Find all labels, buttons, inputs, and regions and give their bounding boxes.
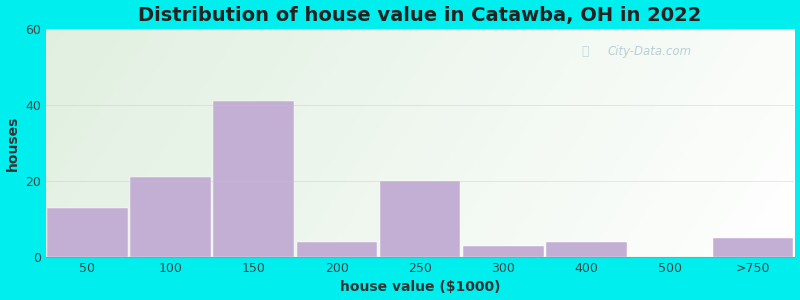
Title: Distribution of house value in Catawba, OH in 2022: Distribution of house value in Catawba, … — [138, 6, 702, 25]
Bar — [130, 177, 211, 257]
Y-axis label: houses: houses — [6, 115, 19, 171]
Bar — [297, 242, 378, 257]
Bar — [546, 242, 627, 257]
Bar — [463, 246, 544, 257]
Bar — [713, 238, 793, 257]
X-axis label: house value ($1000): house value ($1000) — [340, 280, 500, 294]
Text: 🌐: 🌐 — [581, 45, 589, 58]
Bar — [380, 181, 461, 257]
Bar — [47, 208, 128, 257]
Bar — [214, 101, 294, 257]
Text: City-Data.com: City-Data.com — [607, 45, 691, 58]
